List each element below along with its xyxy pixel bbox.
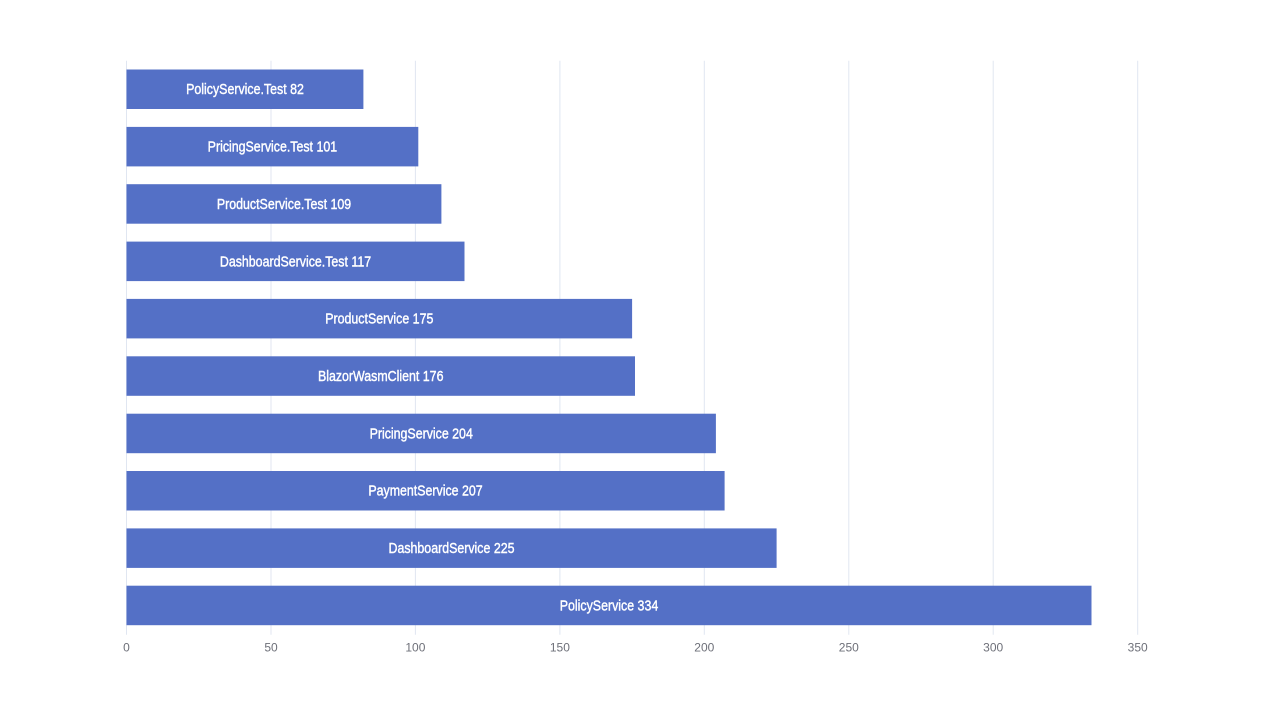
svg-text:150: 150	[550, 641, 570, 655]
svg-text:PolicyService.Test 82: PolicyService.Test 82	[186, 81, 304, 97]
svg-text:DashboardService 225: DashboardService 225	[388, 540, 514, 556]
svg-text:ProductService 175: ProductService 175	[325, 311, 433, 327]
svg-text:300: 300	[983, 641, 1003, 655]
svg-text:100: 100	[405, 641, 425, 655]
svg-text:350: 350	[1128, 641, 1148, 655]
svg-text:PricingService 204: PricingService 204	[370, 425, 474, 441]
svg-text:BlazorWasmClient 176: BlazorWasmClient 176	[318, 368, 444, 384]
svg-text:DashboardService.Test 117: DashboardService.Test 117	[220, 253, 371, 269]
svg-text:250: 250	[839, 641, 859, 655]
svg-text:PolicyService 334: PolicyService 334	[560, 597, 659, 613]
svg-text:200: 200	[694, 641, 714, 655]
svg-text:PaymentService 207: PaymentService 207	[368, 483, 482, 499]
svg-text:50: 50	[264, 641, 278, 655]
svg-text:0: 0	[123, 641, 130, 655]
svg-text:ProductService.Test 109: ProductService.Test 109	[217, 196, 351, 212]
svg-text:PricingService.Test 101: PricingService.Test 101	[208, 139, 337, 155]
